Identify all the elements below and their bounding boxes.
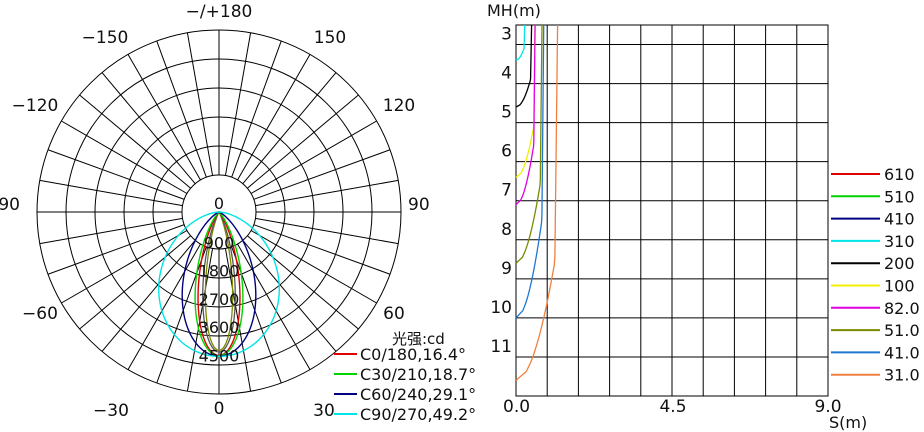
mh-ytick: 10 (490, 298, 512, 318)
polar-spoke (247, 94, 359, 189)
mh-curve-3 (515, 24, 526, 61)
mh-xlabel: S(m) (829, 413, 867, 432)
mh-title: MH(m) (487, 1, 541, 20)
polar-curves (158, 211, 280, 358)
mh-ytick: 6 (501, 142, 512, 162)
polar-spoke (242, 240, 337, 352)
mh-grid (515, 24, 829, 397)
mh-ytick: 8 (501, 220, 512, 240)
mh-curve-9 (515, 24, 559, 381)
mh-legend-label: 100 (884, 277, 915, 296)
mh-xtick: 9.0 (814, 397, 841, 417)
mh-legend-label: 310 (884, 232, 915, 251)
mh-legend-label: 51.0 (884, 321, 920, 340)
polar-angle-label: −60 (22, 304, 58, 324)
polar-spoke (231, 246, 282, 384)
polar-radial-tick: 2700 (199, 290, 240, 309)
polar-spoke (247, 235, 359, 330)
polar-spoke (39, 217, 183, 245)
polar-spoke (250, 230, 377, 304)
polar-spoke (255, 217, 399, 245)
polar-angle-label: −90 (0, 195, 20, 215)
mh-ytick: 3 (501, 25, 512, 45)
polar-angle-label: 60 (383, 304, 405, 324)
polar-angle-label: 0 (214, 399, 225, 419)
mh-curve-8 (515, 24, 545, 319)
mh-legend: 610 510 410 310 200 100 82.0 51.0 41.0 31.0 (831, 165, 920, 385)
polar-legend-label: C0/180,16.4° (360, 345, 466, 364)
polar-angle-label: 90 (408, 195, 430, 215)
polar-spoke (47, 149, 185, 200)
polar-spoke (224, 32, 252, 176)
mh-curve-4 (515, 24, 533, 108)
polar-spoke (127, 243, 201, 370)
mh-ytick: 11 (490, 337, 512, 357)
mh-ytick: 5 (501, 103, 512, 123)
polar-radial-tick: 900 (204, 233, 235, 252)
polar-labels: −/+180 −150 150 −120 120 −90 90 −60 60 −30 30 0 0 900… (0, 2, 430, 421)
polar-legend-title: 光强:cd (392, 330, 445, 348)
polar-spoke (79, 235, 191, 330)
mh-legend-label: 31.0 (884, 366, 920, 385)
polar-spoke (255, 179, 399, 207)
mh-ytick: 7 (501, 181, 512, 201)
mh-legend-label: 610 (884, 165, 915, 184)
polar-spoke (61, 230, 188, 304)
polar-spoke (127, 54, 201, 181)
mh-curve-6 (515, 24, 536, 206)
polar-spoke (237, 243, 311, 370)
mh-legend-label: 41.0 (884, 343, 920, 362)
mh-legend-label: 410 (884, 210, 915, 229)
mh-curves (515, 24, 559, 381)
polar-angle-label: 150 (314, 28, 346, 48)
polar-spoke (47, 224, 185, 275)
mh-ytick: 9 (501, 259, 512, 279)
mh-xtick: 0.0 (503, 397, 530, 417)
polar-spoke (250, 120, 377, 194)
polar-legend-label: C60/240,29.1° (360, 385, 476, 404)
polar-spoke (253, 224, 391, 275)
polar-angle-label: −120 (12, 96, 59, 116)
polar-curve-3 (158, 211, 280, 358)
polar-spoke (231, 40, 282, 178)
polar-angle-label: −/+180 (186, 2, 253, 22)
polar-spoke (237, 54, 311, 181)
polar-spoke (101, 240, 196, 352)
polar-spoke (101, 72, 196, 184)
polar-spoke (242, 72, 337, 184)
polar-legend: 光强:cdC0/180,16.4°C30/210,18.7°C60/240,29… (334, 330, 476, 424)
polar-spoke (186, 32, 214, 176)
polar-angle-label: −150 (82, 28, 129, 48)
mh-ytick: 4 (501, 64, 512, 84)
polar-angle-label: −30 (93, 401, 129, 421)
polar-spoke (79, 94, 191, 189)
mh-xtick: 4.5 (659, 397, 686, 417)
polar-legend-label: C30/210,18.7° (360, 365, 476, 384)
polar-radial-tick: 0 (214, 194, 224, 213)
polar-angle-label: 30 (313, 401, 335, 421)
polar-radial-tick: 4500 (199, 346, 240, 365)
polar-intensity-chart: −/+180 −150 150 −120 120 −90 90 −60 60 −30 30 0 0 900… (0, 2, 476, 424)
polar-spoke (253, 149, 391, 200)
polar-radial-tick: 1800 (199, 262, 240, 281)
mh-legend-label: 510 (884, 187, 915, 206)
mounting-height-chart: MH(m) 3 4 5 6 7 8 9 10 11 0.0 4.5 9.0S(m) 610 510 410 3… (487, 1, 920, 432)
mh-curve-7 (515, 24, 543, 264)
polar-spoke (39, 179, 183, 207)
mh-labels: MH(m) 3 4 5 6 7 8 9 10 11 0.0 4.5 9.0S(m) (487, 1, 867, 432)
mh-legend-label: 82.0 (884, 299, 920, 318)
polar-angle-label: 120 (383, 96, 415, 116)
polar-grid (36, 29, 402, 395)
polar-spoke (156, 246, 207, 384)
polar-spoke (61, 120, 188, 194)
polar-radial-tick: 3600 (199, 318, 240, 337)
polar-spoke (156, 40, 207, 178)
mh-legend-label: 200 (884, 254, 915, 273)
polar-legend-label: C90/270,49.2° (360, 405, 476, 424)
